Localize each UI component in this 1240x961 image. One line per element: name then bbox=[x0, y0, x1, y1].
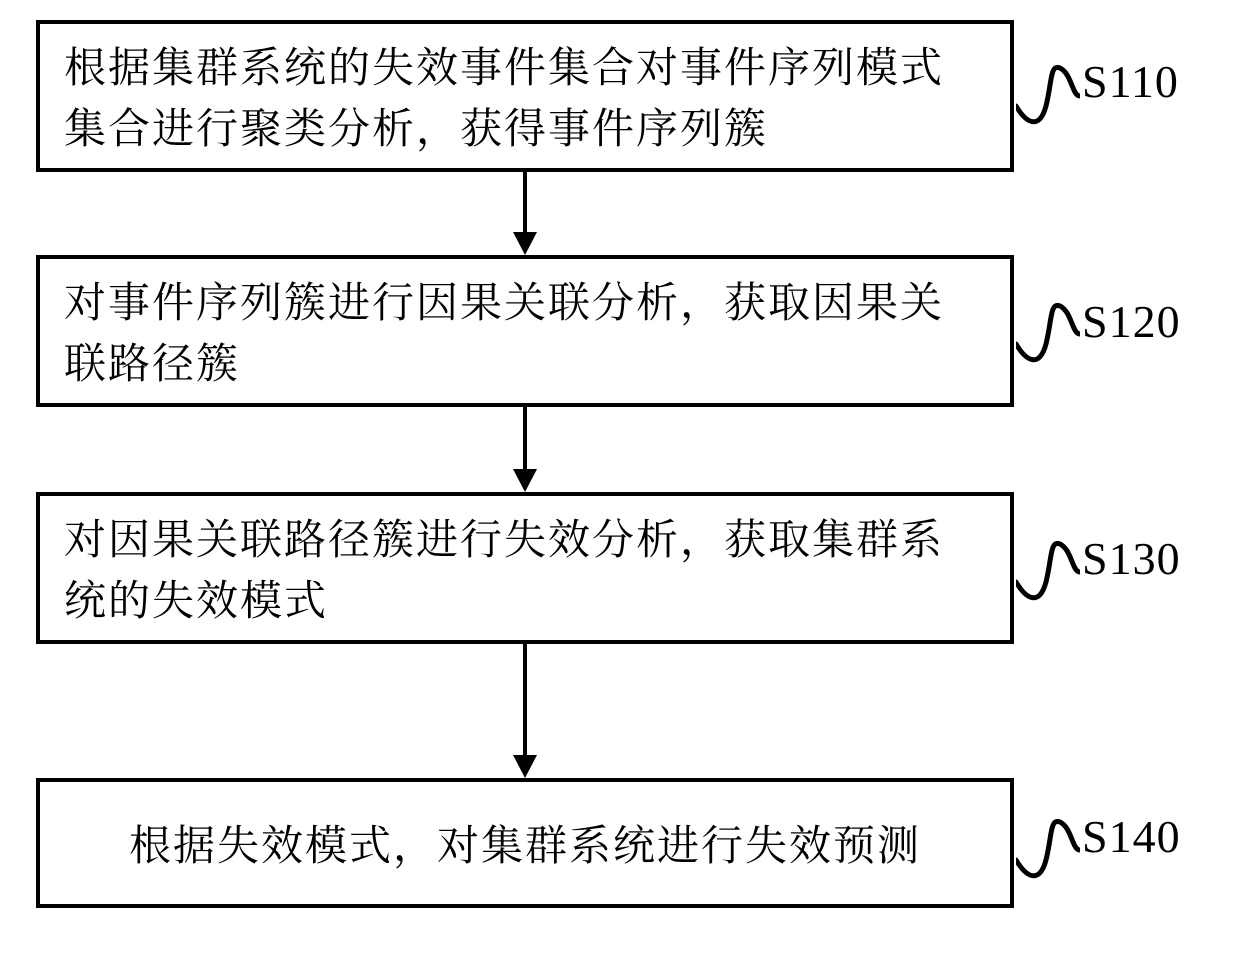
flow-node-s130: 对因果关联路径簇进行失效分析，获取集群系统的失效模式 bbox=[36, 492, 1014, 644]
flowchart-canvas: 根据集群系统的失效事件集合对事件序列模式集合进行聚类分析，获得事件序列簇 S11… bbox=[0, 0, 1240, 961]
flow-node-s130-text: 对因果关联路径簇进行失效分析，获取集群系统的失效模式 bbox=[64, 507, 986, 629]
flow-node-s120: 对事件序列簇进行因果关联分析，获取因果关联路径簇 bbox=[36, 255, 1014, 407]
flow-node-s120-text: 对事件序列簇进行因果关联分析，获取因果关联路径簇 bbox=[64, 270, 986, 392]
flow-label-s130: S130 bbox=[1082, 532, 1181, 585]
squiggle-s120 bbox=[1016, 300, 1080, 372]
flow-label-s140: S140 bbox=[1082, 810, 1181, 863]
flow-node-s110: 根据集群系统的失效事件集合对事件序列模式集合进行聚类分析，获得事件序列簇 bbox=[36, 20, 1014, 172]
squiggle-s130 bbox=[1016, 538, 1080, 610]
arrow-s110-s120 bbox=[505, 172, 545, 255]
flow-node-s110-text: 根据集群系统的失效事件集合对事件序列模式集合进行聚类分析，获得事件序列簇 bbox=[64, 35, 986, 157]
squiggle-s110 bbox=[1016, 62, 1080, 134]
flow-node-s140-text: 根据失效模式，对集群系统进行失效预测 bbox=[64, 813, 986, 874]
arrow-s130-s140 bbox=[505, 644, 545, 778]
arrow-s120-s130 bbox=[505, 407, 545, 492]
flow-node-s140: 根据失效模式，对集群系统进行失效预测 bbox=[36, 778, 1014, 908]
flow-label-s120: S120 bbox=[1082, 295, 1181, 348]
flow-label-s110: S110 bbox=[1082, 55, 1179, 108]
squiggle-s140 bbox=[1016, 816, 1080, 888]
